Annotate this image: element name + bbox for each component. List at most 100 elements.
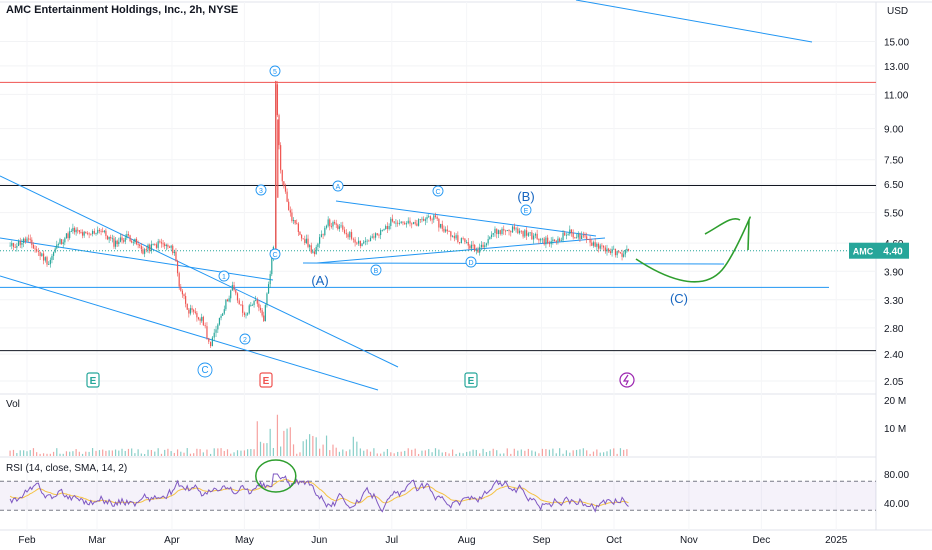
volume-bar: [445, 452, 447, 456]
candle-body: [453, 235, 455, 239]
candle-body: [354, 239, 356, 243]
candle-body: [236, 293, 239, 301]
candle-body: [484, 245, 486, 248]
candle-body: [111, 238, 113, 240]
candle-body: [267, 284, 270, 294]
candle-body: [259, 307, 262, 311]
volume-bar: [253, 449, 255, 456]
candle-body: [121, 237, 123, 241]
volume-bar: [144, 453, 146, 456]
candle-body: [250, 305, 252, 306]
candle-body: [95, 233, 97, 234]
candle-body: [373, 236, 375, 238]
candle-body: [470, 244, 473, 249]
time-tick-label: Sep: [533, 535, 551, 546]
volume-bar: [319, 448, 321, 456]
candle-body: [242, 304, 244, 313]
time-tick-label: Apr: [164, 535, 180, 546]
volume-bar: [527, 448, 529, 456]
candle-body: [11, 243, 13, 246]
axes: 15.0013.0011.009.007.506.505.504.603.903…: [18, 38, 909, 547]
earnings-marker-box: [259, 372, 273, 388]
volume-label: Vol: [6, 399, 20, 410]
volume-bar: [46, 453, 48, 456]
candle-body: [165, 244, 167, 247]
candle-body: [240, 304, 242, 306]
candle-body: [579, 233, 581, 239]
candle-body: [78, 230, 80, 233]
volume-bar: [455, 453, 457, 456]
candle-body: [492, 232, 494, 235]
candle-body: [356, 242, 358, 244]
candle-body: [412, 222, 415, 225]
currency-label[interactable]: USD: [887, 6, 909, 17]
candle-body: [459, 242, 461, 244]
volume-bar: [75, 449, 77, 456]
volume-bar: [338, 451, 341, 456]
volume-bar: [393, 453, 395, 456]
volume-bar: [397, 451, 399, 456]
candle-body: [589, 239, 591, 243]
lightning-icon: [622, 374, 629, 386]
candle-body: [349, 232, 351, 238]
candle-body: [175, 251, 177, 261]
candle-body: [59, 239, 61, 245]
price-tick-label: 11.00: [884, 90, 909, 101]
candle-body: [417, 219, 420, 226]
candle-body: [264, 305, 266, 322]
candle-body: [543, 238, 545, 245]
volume-bar: [572, 450, 574, 456]
candle-body: [32, 244, 35, 249]
candle-body: [594, 242, 596, 247]
candle-body: [330, 226, 332, 227]
volume-bar: [243, 450, 246, 456]
candle-body: [211, 337, 214, 347]
candle-body: [575, 237, 578, 239]
candle-body: [26, 238, 28, 242]
candle-body: [170, 245, 172, 248]
volume-bar: [404, 450, 406, 456]
trendline: [0, 275, 379, 391]
trendline: [0, 175, 399, 368]
candle-body: [73, 227, 76, 233]
candle-body: [88, 233, 90, 235]
candle-body: [464, 238, 466, 243]
dividend-marker-icon: [619, 372, 635, 388]
volume-tick-label: 20 M: [884, 396, 906, 407]
trendlines: [0, 0, 876, 391]
candle-body: [247, 313, 249, 315]
candle-body: [395, 222, 397, 224]
candle-body: [431, 219, 433, 221]
candle-body: [466, 242, 468, 243]
volume-bar: [579, 449, 581, 456]
volume-bar: [29, 450, 31, 456]
volume-bar: [545, 449, 547, 456]
candle-body: [485, 243, 488, 246]
volume-bar: [492, 448, 494, 456]
volume-bar: [332, 444, 334, 456]
candle-body: [548, 243, 551, 245]
candle-body: [288, 201, 290, 211]
candle-body: [202, 316, 204, 326]
candle-body: [438, 218, 440, 228]
candle-body: [188, 309, 190, 314]
volume-bar: [240, 450, 242, 456]
candle-body: [428, 216, 430, 218]
volume-bar: [575, 449, 578, 456]
earnings-marker: E: [90, 376, 97, 387]
volume-bar: [186, 448, 188, 456]
candle-body: [416, 223, 418, 226]
volume-bar: [131, 448, 133, 456]
volume-bar: [613, 448, 615, 456]
volume-tick-label: 10 M: [884, 424, 906, 435]
candle-body: [255, 300, 257, 301]
wave-label-paren-c: (C): [670, 291, 688, 306]
trendline: [335, 200, 597, 237]
volume-bar: [85, 451, 87, 456]
volume-bar: [538, 453, 540, 456]
volume-bar: [269, 428, 271, 456]
candle-body: [204, 325, 206, 327]
candle-body: [497, 230, 500, 235]
candle-body: [54, 248, 56, 253]
volume-bar: [524, 450, 526, 456]
